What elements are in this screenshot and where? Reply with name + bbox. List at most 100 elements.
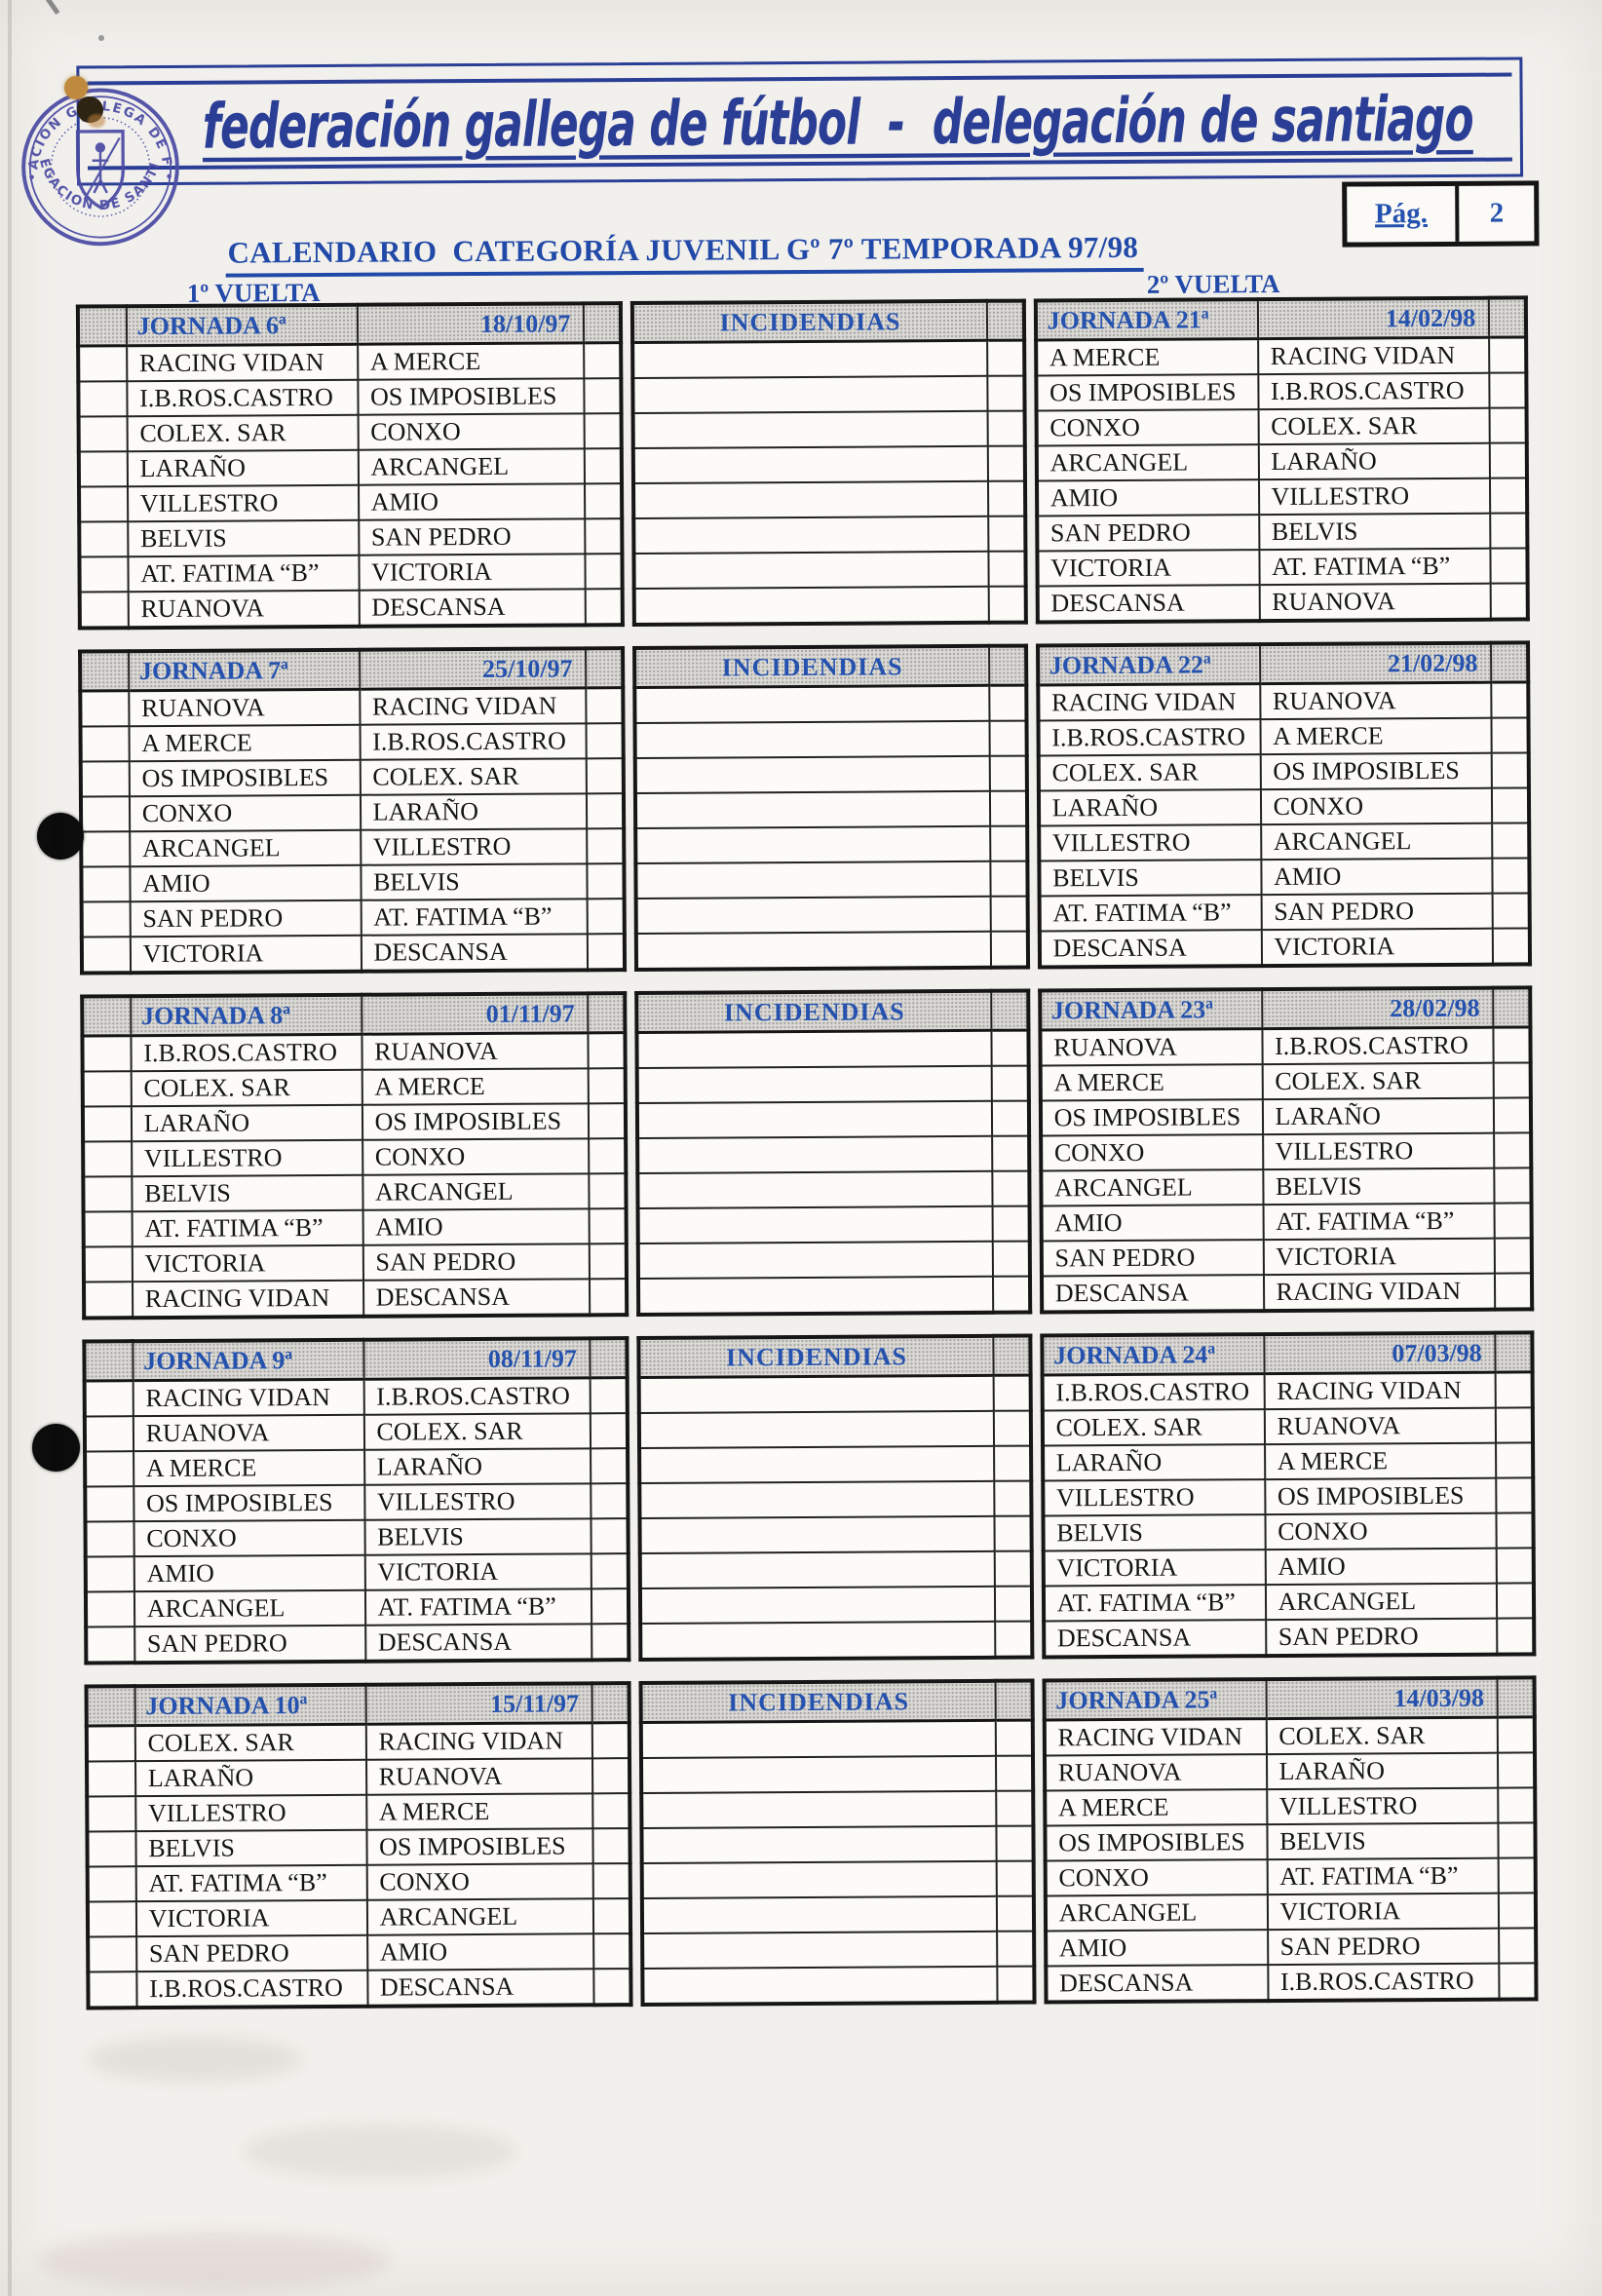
- blank-cell: [1498, 1822, 1536, 1858]
- match-row: AT. FATIMA “B” SAN PEDRO: [1039, 893, 1530, 932]
- match-row: DESCANSA VICTORIA: [1039, 928, 1531, 968]
- header-row: JORNADA 8ª 01/11/97: [82, 993, 626, 1037]
- blank-cell: [593, 1863, 631, 1899]
- match-row: LARAÑO RUANOVA: [87, 1758, 630, 1797]
- blank-cell: [987, 445, 1025, 481]
- incident-cell: [637, 1135, 993, 1174]
- blank-cell: [80, 796, 130, 832]
- away-team-cell: AT. FATIMA “B”: [364, 1588, 592, 1626]
- away-team-cell: VICTORIA: [1267, 1893, 1500, 1931]
- blank-cell: [992, 1205, 1030, 1242]
- away-team-cell: BELVIS: [1262, 1167, 1495, 1205]
- header-row: JORNADA 23ª 28/02/98: [1039, 987, 1531, 1031]
- blank-cell: [586, 723, 624, 759]
- blank-cell: [1491, 681, 1529, 718]
- match-row: [639, 1550, 1032, 1589]
- match-row: [633, 586, 1026, 626]
- blank-cell: [1497, 1583, 1535, 1619]
- away-team-cell: RUANOVA: [1259, 682, 1492, 720]
- match-row: [642, 1895, 1034, 1934]
- away-team-cell: RUANOVA: [1264, 1407, 1497, 1445]
- home-team-cell: RACING VIDAN: [1037, 683, 1261, 721]
- blank-cell: [1489, 336, 1527, 373]
- header-row: INCIDENDIAS: [632, 300, 1024, 343]
- match-row: RACING VIDAN COLEX. SAR: [1044, 1716, 1535, 1756]
- away-team-cell: LARAÑO: [1258, 442, 1491, 480]
- match-row: BELVIS OS IMPOSIBLES: [87, 1828, 630, 1867]
- incident-cell: [634, 755, 990, 794]
- blank-cell: [588, 1032, 626, 1069]
- blank-cell: [79, 486, 128, 522]
- away-team-cell: AT. FATIMA “B”: [361, 899, 589, 936]
- match-row: LARAÑO CONXO: [1038, 787, 1530, 826]
- blank-cell: [994, 1480, 1032, 1516]
- incident-cell: [638, 1276, 993, 1316]
- home-team-cell: AMIO: [134, 1554, 365, 1592]
- blank-cell: [986, 300, 1024, 341]
- match-row: [633, 445, 1025, 484]
- away-team-cell: COLEX. SAR: [1262, 1062, 1495, 1100]
- blank-cell: [87, 1796, 136, 1832]
- blank-cell: [990, 861, 1028, 897]
- jornada-blocks: JORNADA 6ª 18/10/97 RACING VIDAN A MERCE I.B…: [75, 295, 1539, 2029]
- blank-cell: [78, 345, 128, 382]
- match-row: AMIO VILLESTRO: [1036, 478, 1528, 517]
- incidents-header: INCIDENDIAS: [634, 645, 990, 688]
- page-number: 2: [1455, 185, 1535, 242]
- blank-cell: [79, 521, 129, 557]
- blank-cell: [1491, 752, 1529, 788]
- match-row: [632, 410, 1025, 449]
- match-row: RACING VIDAN I.B.ROS.CASTRO: [84, 1377, 629, 1417]
- incident-cell: [639, 1410, 994, 1449]
- home-team-cell: OS IMPOSIBLES: [133, 1484, 365, 1522]
- blank-cell: [989, 755, 1027, 791]
- home-team-cell: VILLESTRO: [131, 1139, 362, 1177]
- jornada-label: JORNADA 10ª: [134, 1684, 366, 1726]
- blank-cell: [991, 1065, 1029, 1101]
- blank-cell: [591, 1624, 629, 1661]
- away-team-cell: A MERCE: [1264, 1442, 1497, 1480]
- away-team-cell: LARAÑO: [1262, 1097, 1495, 1135]
- incident-cell: [642, 1895, 997, 1934]
- blank-cell: [585, 483, 623, 519]
- blank-cell: [996, 1895, 1034, 1932]
- header-row: JORNADA 10ª 15/11/97: [86, 1683, 630, 1726]
- match-row: LARAÑO OS IMPOSIBLES: [82, 1103, 627, 1142]
- blank-cell: [992, 1241, 1030, 1277]
- blank-cell: [593, 1898, 631, 1934]
- home-team-cell: I.B.ROS.CASTRO: [1042, 1373, 1265, 1411]
- jornada-label: JORNADA 25ª: [1044, 1679, 1267, 1720]
- away-team-cell: A MERCE: [357, 342, 585, 380]
- away-team-cell: AT. FATIMA “B”: [1267, 1857, 1500, 1895]
- incidents-header: INCIDENDIAS: [638, 1335, 994, 1378]
- pen-dot-mark: [98, 35, 104, 41]
- blank-cell: [83, 1141, 133, 1177]
- second-leg-table: JORNADA 24ª 07/03/98 I.B.ROS.CASTRO RACING …: [1040, 1330, 1537, 1660]
- match-row: VILLESTRO CONXO: [83, 1138, 627, 1177]
- match-row: VILLESTRO ARCANGEL: [1038, 823, 1530, 861]
- jornada-label: JORNADA 23ª: [1039, 989, 1262, 1031]
- blank-cell: [1490, 442, 1527, 478]
- blank-cell: [993, 1445, 1031, 1481]
- match-row: RACING VIDAN RUANOVA: [1037, 681, 1529, 721]
- blank-cell: [584, 303, 622, 343]
- home-team-cell: VICTORIA: [1043, 1550, 1266, 1587]
- match-row: A MERCE LARAÑO: [85, 1448, 629, 1487]
- blank-cell: [591, 1483, 629, 1519]
- match-row: [638, 1375, 1031, 1414]
- match-row: CONXO AT. FATIMA “B”: [1045, 1857, 1536, 1896]
- match-row: SAN PEDRO DESCANSA: [86, 1624, 629, 1664]
- incident-cell: [633, 586, 989, 626]
- home-team-cell: A MERCE: [1035, 338, 1258, 376]
- blank-cell: [1492, 823, 1530, 859]
- home-team-cell: LARAÑO: [131, 1104, 362, 1142]
- match-row: BELVIS ARCANGEL: [83, 1173, 627, 1212]
- jornada-block: JORNADA 8ª 01/11/97 I.B.ROS.CASTRO RUANOVA C…: [80, 985, 1535, 1320]
- away-team-cell: I.B.ROS.CASTRO: [1267, 1963, 1500, 2002]
- home-team-cell: COLEX. SAR: [131, 1069, 362, 1107]
- away-team-cell: SAN PEDRO: [1265, 1618, 1498, 1657]
- match-row: [636, 931, 1028, 971]
- incident-cell: [639, 1550, 995, 1589]
- blank-cell: [1492, 858, 1530, 894]
- blank-cell: [83, 1211, 133, 1247]
